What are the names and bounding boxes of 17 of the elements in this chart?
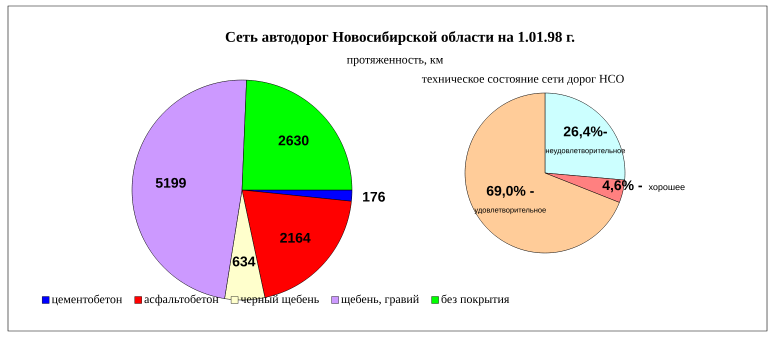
chart-title: Сеть автодорог Новосибирской области на 1.01.98 г. xyxy=(226,31,574,45)
legend-label: цементобетон xyxy=(52,294,122,306)
data-label: 634 xyxy=(232,256,256,266)
data-label: 4,6% - xyxy=(602,180,642,192)
legend-label: щебень, гравий xyxy=(341,294,419,306)
data-label: 176 xyxy=(363,192,385,202)
data-label: 69,0% - xyxy=(486,186,534,198)
legend-label: черный щебень xyxy=(240,294,319,306)
slice-label: хорошее xyxy=(648,185,685,192)
data-label: 2164 xyxy=(280,232,311,243)
data-label: 26,4%- xyxy=(564,126,607,138)
legend-label: асфальтобетон xyxy=(144,294,218,306)
chart-title: техническое состояние сети дорог НСО xyxy=(422,74,624,86)
data-label: 5199 xyxy=(156,178,186,188)
chart-subtitle: протяженность, км xyxy=(346,58,444,66)
legend-label: без покрытия xyxy=(442,294,510,306)
data-label: 2630 xyxy=(278,136,309,146)
